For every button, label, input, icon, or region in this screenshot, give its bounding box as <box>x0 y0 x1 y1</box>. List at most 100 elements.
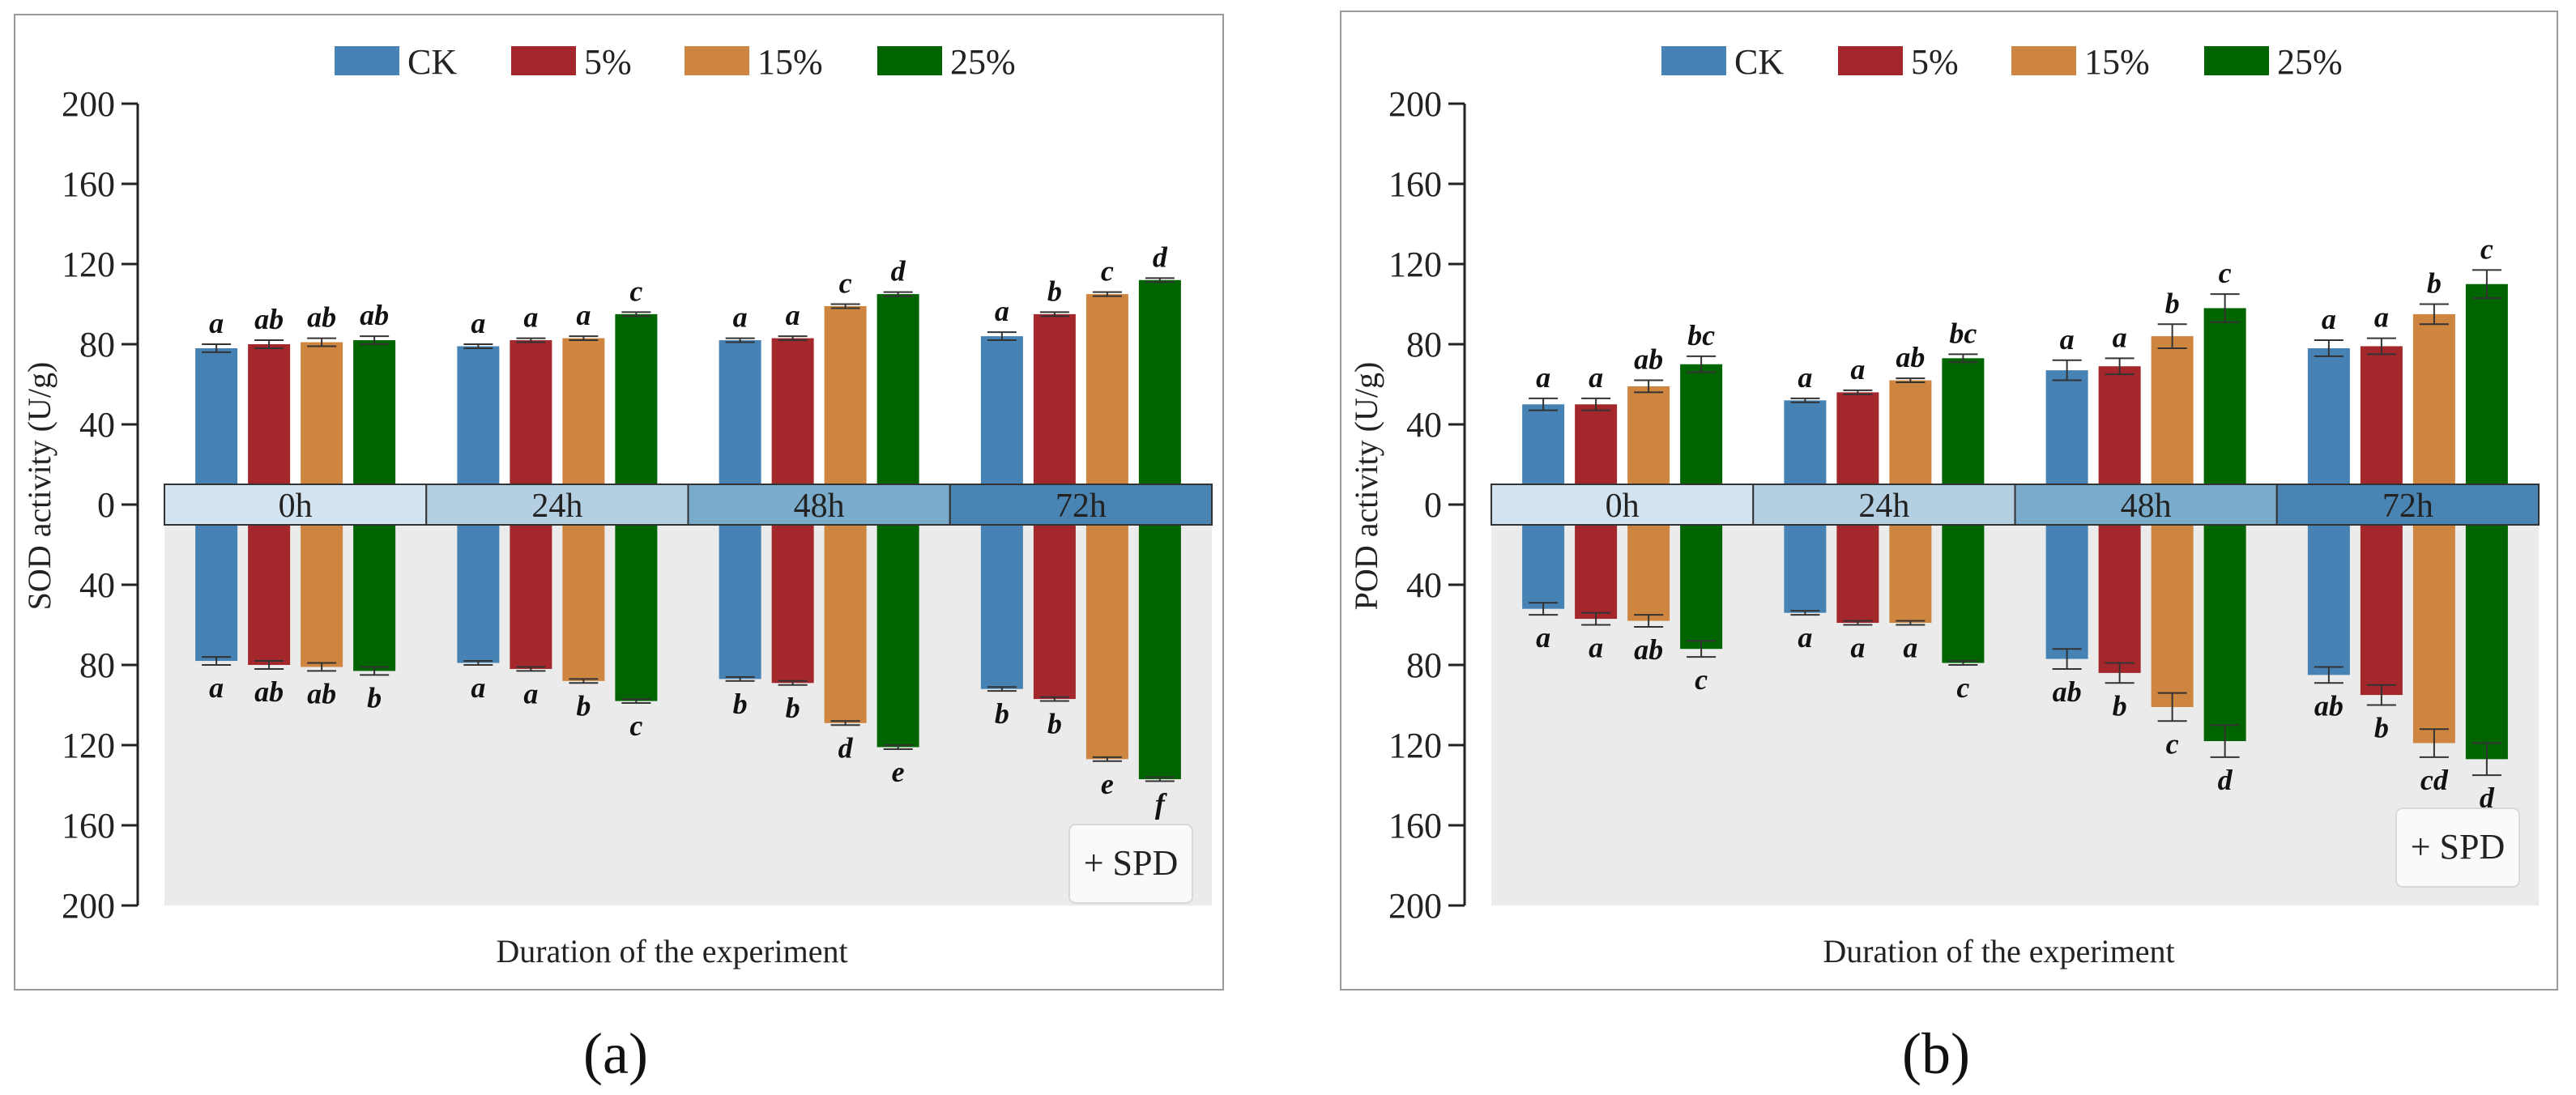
bar-upper <box>2045 370 2088 505</box>
bar-upper <box>1942 358 1985 505</box>
significance-letter: ab <box>307 677 336 709</box>
significance-letter: ab <box>1896 341 1925 373</box>
bar-upper <box>510 340 552 505</box>
significance-letter: b <box>2165 287 2180 319</box>
chart-panel-a: 200160120804004080120160200aaaaababababa… <box>14 14 1224 1086</box>
significance-letter: a <box>1798 621 1812 654</box>
y-axis-label: POD activity (U/g) <box>1348 362 1384 611</box>
significance-letter: ab <box>254 675 284 708</box>
bar-lower <box>2307 505 2350 675</box>
y-tick-label: 80 <box>1406 325 1442 364</box>
bar-upper <box>562 338 605 505</box>
significance-letter: b <box>367 681 382 714</box>
significance-letter: a <box>2060 323 2075 356</box>
legend-swatch <box>335 46 399 75</box>
category-strip-0h <box>1491 484 1755 526</box>
legend-swatch <box>2011 46 2076 75</box>
y-axis-label: SOD activity (U/g) <box>21 362 58 611</box>
category-label: 48h <box>2121 488 2172 525</box>
significance-letter: a <box>1850 632 1865 664</box>
bar-lower <box>1033 505 1076 700</box>
category-label: 0h <box>1606 488 1640 525</box>
category-strip-0h <box>164 484 428 526</box>
bar-upper <box>1033 313 1076 505</box>
significance-letter: c <box>2480 232 2493 265</box>
bar-upper <box>2360 346 2403 505</box>
significance-letter: b <box>733 688 748 720</box>
bar-upper <box>195 347 238 505</box>
significance-letter: b <box>1047 708 1062 740</box>
significance-letter: ab <box>1634 633 1663 666</box>
bar-upper <box>615 313 658 505</box>
bar-upper <box>719 340 761 505</box>
legend-swatch <box>685 46 749 75</box>
significance-letter: ab <box>2053 675 2082 708</box>
significance-letter: cd <box>2420 764 2449 796</box>
legend-label: 25% <box>2277 42 2343 82</box>
bar-lower <box>2098 505 2141 673</box>
significance-letter: b <box>2374 712 2389 744</box>
legend-label: 15% <box>757 42 823 82</box>
significance-letter: a <box>1536 621 1550 654</box>
spd-annotation-box <box>1068 824 1193 904</box>
bar-upper <box>876 294 919 505</box>
y-tick-label: 80 <box>79 645 115 685</box>
significance-letter: c <box>839 267 852 300</box>
bar-lower <box>2203 505 2246 742</box>
spd-annotation-box <box>2395 807 2520 888</box>
significance-letter: d <box>2218 764 2233 796</box>
bar-upper <box>457 346 500 505</box>
legend-label: 25% <box>950 42 1016 82</box>
legend-swatch <box>877 46 942 75</box>
significance-letter: d <box>838 731 854 764</box>
category-label: 48h <box>794 488 845 525</box>
bar-upper <box>1680 364 1723 505</box>
y-tick-label: 120 <box>62 726 115 765</box>
significance-letter: bc <box>1949 317 1977 349</box>
significance-letter: a <box>2322 303 2336 335</box>
bar-upper <box>2465 283 2508 505</box>
legend-label: 5% <box>1911 42 1959 82</box>
significance-letter: b <box>1047 275 1062 307</box>
significance-letter: d <box>1153 241 1168 273</box>
significance-letter: c <box>2166 727 2179 760</box>
bar-lower <box>615 505 658 701</box>
bar-upper <box>2098 366 2141 505</box>
bar-lower <box>2360 505 2403 696</box>
panel-caption: (a) <box>583 1021 648 1086</box>
bar-lower <box>719 505 761 680</box>
y-tick-label: 40 <box>79 405 115 445</box>
bar-lower <box>1085 505 1128 760</box>
bar-upper <box>2151 336 2194 505</box>
bar-lower <box>562 505 605 681</box>
category-strip-24h <box>425 484 689 526</box>
y-tick-label: 200 <box>62 84 115 124</box>
category-strip-72h <box>949 484 1213 526</box>
category-strip-24h <box>1752 484 2016 526</box>
significance-letter: c <box>2219 257 2232 289</box>
significance-letter: a <box>523 301 538 334</box>
bar-upper <box>824 305 867 505</box>
bar-upper <box>771 338 814 505</box>
significance-letter: a <box>1536 361 1550 394</box>
significance-letter: c <box>1101 255 1114 288</box>
bar-upper <box>353 340 396 505</box>
significance-letter: c <box>1956 671 1969 704</box>
legend-swatch <box>1661 46 1726 75</box>
y-tick-label: 40 <box>1406 405 1442 445</box>
legend-label: CK <box>1734 42 1784 82</box>
legend-swatch <box>511 46 576 75</box>
significance-letter: a <box>1798 361 1812 394</box>
category-strip-72h <box>2275 484 2540 526</box>
bar-upper <box>248 344 291 505</box>
bar-lower <box>876 505 919 748</box>
x-axis-label: Duration of the experiment <box>1823 933 2174 969</box>
y-tick-label: 120 <box>62 245 115 284</box>
bar-lower <box>1942 505 1985 663</box>
significance-letter: b <box>786 692 800 724</box>
significance-letter: a <box>209 307 224 339</box>
significance-letter: ab <box>360 299 389 331</box>
significance-letter: a <box>995 295 1009 327</box>
significance-letter: a <box>786 299 800 331</box>
bar-upper <box>2307 347 2350 505</box>
